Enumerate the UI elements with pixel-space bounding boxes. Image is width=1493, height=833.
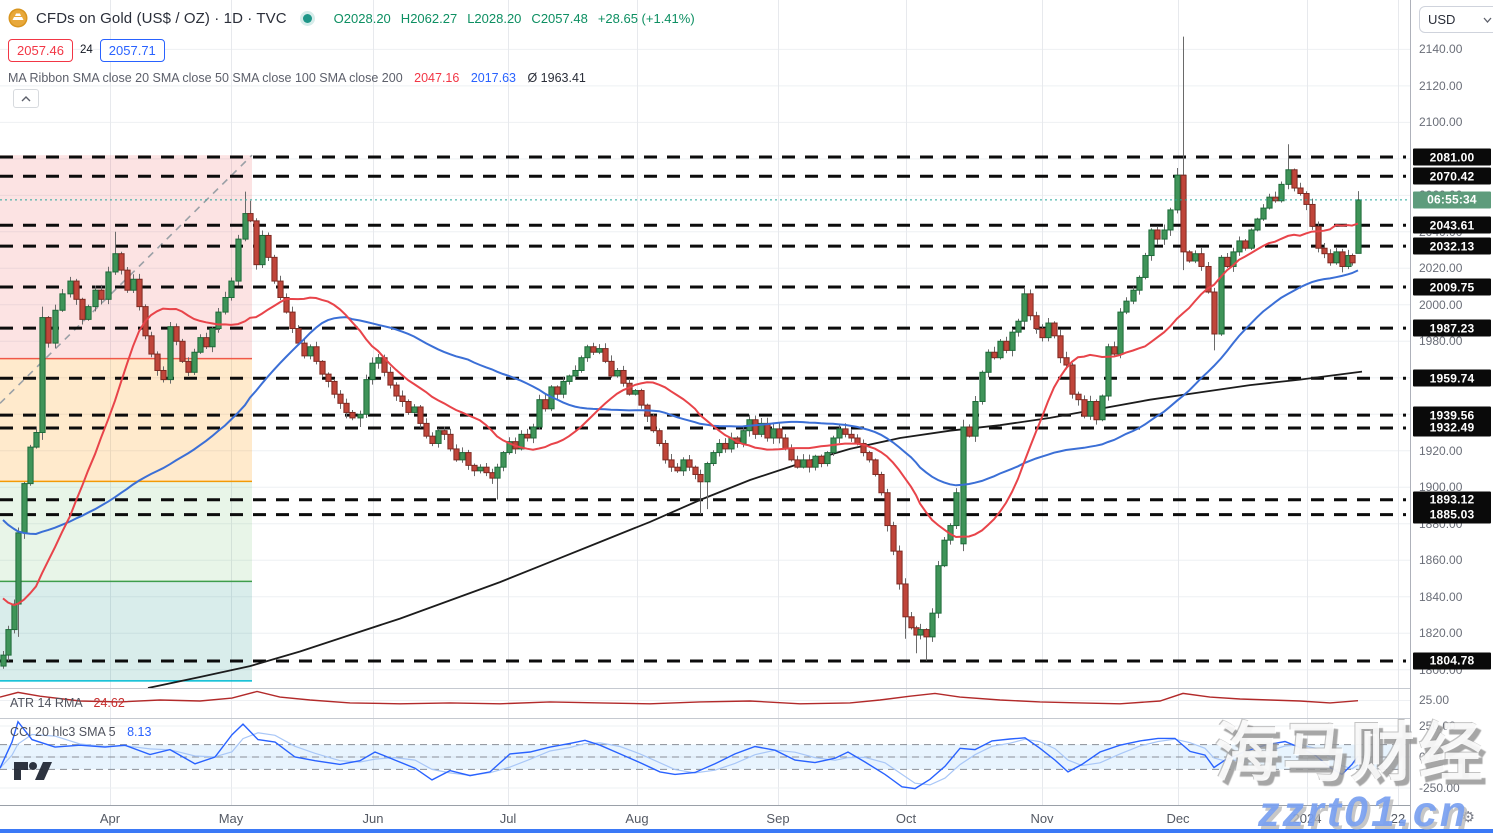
price-tick: 2000.00 [1419,297,1463,312]
time-axis-label: Nov [1030,811,1054,826]
sell-price-button[interactable]: 2057.46 [8,38,73,62]
spread-value: 24 [80,44,93,56]
time-axis-label: Jun [362,811,384,826]
fib-retracement-zones [0,154,253,682]
time-axis-label: Sep [766,811,790,826]
price-tick: 2120.00 [1419,78,1463,93]
time-axis-label: Dec [1166,811,1190,826]
price-tick: 2140.00 [1419,42,1463,57]
time-axis-label: Apr [99,811,121,826]
ma-mid-value: 2017.63 [470,71,516,85]
chevron-up-icon [21,95,31,101]
bottom-accent-bar [0,829,1493,833]
change-value: +28.65 (+1.41%) [597,10,695,26]
time-axis[interactable]: Apr May Jun Jul Aug Sep Oct Nov Dec 2024 22 [0,805,1410,830]
price-level-badge: 1885.03 [1413,506,1491,524]
sma-50-line [2,269,1359,536]
price-level-badge: 2081.00 [1413,148,1491,166]
atr-line [0,690,1359,705]
price-level-badge: 2009.75 [1413,278,1491,296]
cci-label: CCI 20 hlc3 SMA 5 [10,725,116,739]
settings-gear-icon[interactable]: ⚙ [1461,809,1475,826]
currency-dropdown[interactable]: USD [1419,6,1493,33]
price-level-badge: 1939.56 [1413,406,1491,424]
price-level-lines [0,155,1406,663]
price-level-badge: 1987.23 [1413,319,1491,337]
collapse-header-button[interactable] [13,89,39,108]
price-tick: 1980.00 [1419,334,1463,349]
low-value: L2028.20 [467,10,522,26]
ma-fast-value: 2047.16 [414,71,460,85]
chart-header: CFDs on Gold (US$ / OZ) · 1D · TVC O2028… [8,6,695,85]
time-axis-label: Jul [499,811,517,826]
cci-legend[interactable]: CCI 20 hlc3 SMA 5 8.13 [10,725,151,739]
ma-avg-value: Ø 1963.41 [527,71,586,85]
open-value: O2028.20 [333,10,391,26]
price-level-badge: 1804.78 [1413,652,1491,670]
cci-tick: 0.00 [1419,750,1443,764]
currency-label: USD [1428,12,1456,27]
sma-200-line [147,370,1363,689]
high-value: H2062.27 [400,10,458,26]
sma-20-line [2,222,1359,607]
price-level-badge: 2032.13 [1413,237,1491,255]
price-axis[interactable]: USD 2140.002120.002100.002080.002060.002… [1410,0,1493,833]
market-status-icon[interactable] [302,13,312,23]
price-tick: 1820.00 [1419,626,1463,641]
close-value: C2057.48 [531,10,588,26]
cci-tick: -250.00 [1419,781,1460,795]
ma-ribbon-label: MA Ribbon SMA close 20 SMA close 50 SMA … [8,71,403,85]
atr-label: ATR 14 RMA [10,696,83,710]
ma-ribbon-legend[interactable]: MA Ribbon SMA close 20 SMA close 50 SMA … [8,71,695,85]
time-axis-label: 2024 [1292,811,1322,826]
price-level-badge: 1959.74 [1413,369,1491,387]
price-level-badge: 1893.12 [1413,491,1491,509]
gold-coin-icon [8,8,28,28]
price-tick: 1900.00 [1419,480,1463,495]
price-tick: 1920.00 [1419,443,1463,458]
ohlc-values: O2028.20 H2062.27 L2028.20 C2057.48 +28.… [334,11,695,26]
cci-value: 8.13 [127,725,152,739]
chart-canvas[interactable] [0,0,1410,805]
cci-tick: 250.00 [1419,719,1456,733]
atr-tick: 25.00 [1419,693,1450,707]
grid-lines [0,0,1410,805]
tradingview-logo-icon[interactable] [13,758,53,784]
cci-line [0,720,1359,790]
chevron-down-icon [1483,17,1492,23]
price-tick: 1860.00 [1419,553,1463,568]
price-tick: 2100.00 [1419,115,1463,130]
price-tick: 2020.00 [1419,261,1463,276]
bar-countdown-badge: 06:55:34 [1413,191,1491,209]
time-axis-label: 22 [1390,811,1406,826]
time-axis-label: Aug [625,811,649,826]
price-level-badge: 2043.61 [1413,216,1491,234]
buy-price-button[interactable]: 2057.71 [99,38,165,62]
time-axis-label: Oct [895,811,917,826]
price-tick: 1840.00 [1419,589,1463,604]
price-level-badge: 2070.42 [1413,167,1491,185]
atr-legend[interactable]: ATR 14 RMA 24.62 [10,696,125,710]
atr-value: 24.62 [93,696,125,710]
symbol-title[interactable]: CFDs on Gold (US$ / OZ) · 1D · TVC [36,9,287,27]
price-level-badge: 1932.49 [1413,419,1491,437]
time-axis-label: May [218,811,244,826]
